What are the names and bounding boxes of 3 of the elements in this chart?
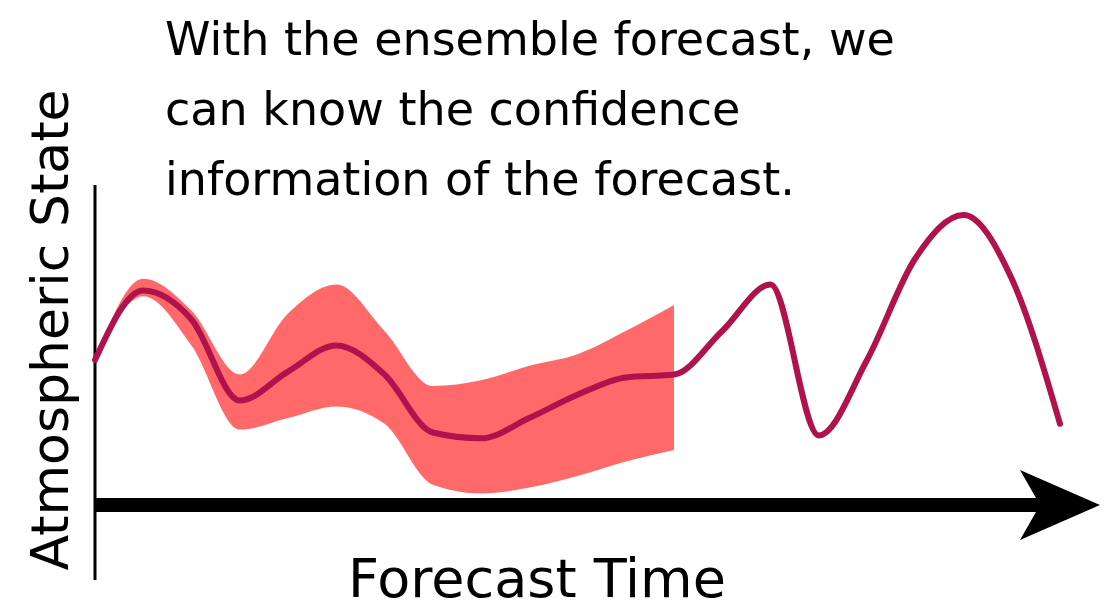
text: With the ensemble forecast, we can know the confidence information of the forecast. [165, 12, 895, 206]
y-axis-title: Atmospheric State [20, 89, 80, 571]
x-axis-title: Forecast Time [348, 547, 726, 605]
